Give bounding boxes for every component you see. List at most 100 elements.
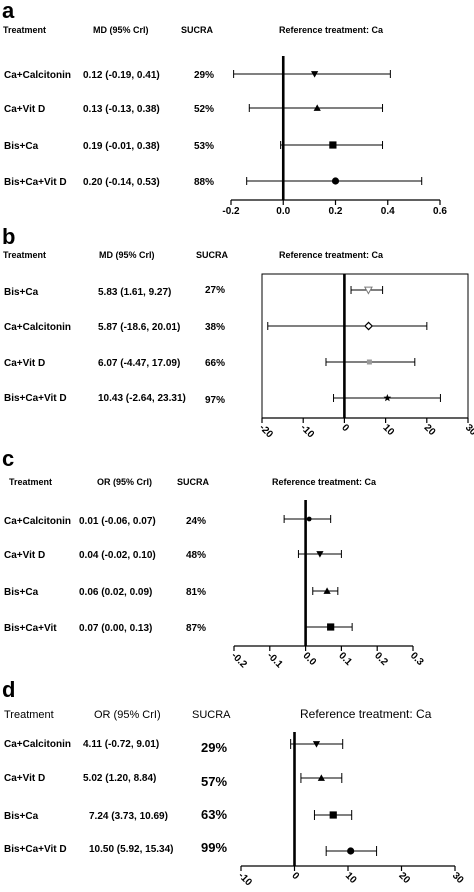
panel-c-row-4-treatment: Bis+Ca+Vit (4, 623, 57, 634)
panel-b-x-tick-label: 0 (339, 422, 351, 434)
panel-c-header-treatment: Treatment (9, 477, 52, 487)
panel-c-x-tick-label: 0.0 (300, 650, 318, 668)
panel-c-row-3-sucra: 81% (186, 587, 206, 598)
panel-a-x-tick-label: 0.6 (433, 206, 447, 217)
panel-d-header-sucra: SUCRA (192, 709, 231, 721)
panel-d-row-1-sucra: 29% (201, 740, 227, 755)
panel-a-row-3-treatment: Bis+Ca (4, 141, 39, 152)
panel-d-header-reference: Reference treatment: Ca (300, 707, 432, 721)
panel-c-x-tick-label: -0.1 (265, 650, 285, 670)
panel-b: b Treatment MD (95% CrI) SUCRA Reference… (2, 224, 474, 441)
panel-b-row-4-point-estimate (383, 394, 392, 402)
panel-a-header-sucra: SUCRA (181, 25, 214, 35)
panel-d-row-1-point-estimate (312, 741, 321, 748)
panel-c-row-2-treatment: Ca+Vit D (4, 550, 45, 561)
panel-d-header-estimate: OR (95% CrI) (94, 709, 161, 721)
panel-d-row-4-point-estimate (347, 847, 355, 855)
panel-a-row-4-sucra: 88% (194, 177, 214, 188)
panel-c-row-1-point-estimate (306, 516, 312, 522)
panel-c-row-4-estimate: 0.07 (0.00, 0.13) (79, 623, 152, 634)
panel-d-row-3-estimate: 7.24 (3.73, 10.69) (89, 811, 168, 822)
panel-b-row-3-sucra: 66% (205, 358, 225, 369)
panel-d-row-4-estimate: 10.50 (5.92, 15.34) (89, 844, 174, 855)
panel-c-x-tick-label: -0.2 (229, 650, 249, 670)
panel-c-header-sucra: SUCRA (177, 477, 210, 487)
panel-b-row-3-point-estimate (366, 359, 372, 365)
panel-d-row-1-estimate: 4.11 (-0.72, 9.01) (83, 739, 159, 750)
panel-b-header-estimate: MD (95% CrI) (99, 250, 155, 260)
panel-b-row-2-treatment: Ca+Calcitonin (4, 322, 71, 333)
panel-c-x-tick-label: 0.2 (372, 650, 390, 668)
panel-c-row-3-treatment: Bis+Ca (4, 587, 39, 598)
panel-d-x-tick-label: 10 (343, 870, 359, 886)
panel-d-x-tick-label: -10 (236, 870, 254, 888)
panel-b-row-1-sucra: 27% (205, 285, 225, 296)
panel-b-row-3-estimate: 6.07 (-4.47, 17.09) (98, 358, 180, 369)
panel-c-row-4-sucra: 87% (186, 623, 206, 634)
panel-a-row-3-point-estimate (329, 141, 337, 149)
panel-b-row-4-treatment: Bis+Ca+Vit D (4, 393, 67, 404)
panel-a-row-2-point-estimate (313, 104, 321, 111)
panel-a-row-1-point-estimate (311, 71, 319, 78)
panel-b-row-1-point-estimate (363, 286, 373, 295)
panel-c-x-tick-label: 0.3 (408, 650, 426, 668)
panel-a-x-tick-label: 0.4 (381, 206, 395, 217)
panel-b-row-4-estimate: 10.43 (-2.64, 23.31) (98, 393, 186, 404)
panel-d-x-tick-label: 0 (289, 870, 301, 882)
panel-d-row-4-treatment: Bis+Ca+Vit D (4, 844, 67, 855)
panel-a-row-1-treatment: Ca+Calcitonin (4, 70, 71, 81)
panel-d-row-2-treatment: Ca+Vit D (4, 773, 45, 784)
panel-c-x-tick-label: 0.1 (336, 650, 354, 668)
panel-c-row-4-point-estimate (327, 623, 335, 631)
panel-b-row-3-treatment: Ca+Vit D (4, 358, 45, 369)
panel-d-x-tick-label: 20 (396, 870, 412, 886)
panel-b-x-tick-label: 20 (422, 422, 438, 438)
panel-a-x-tick-label: -0.2 (222, 206, 240, 217)
panel-a-row-2-treatment: Ca+Vit D (4, 104, 45, 115)
panel-c-row-2-estimate: 0.04 (-0.02, 0.10) (79, 550, 156, 561)
panel-a-letter: a (2, 0, 15, 23)
panel-b-x-tick-label: -20 (257, 422, 275, 440)
panel-a-row-2-estimate: 0.13 (-0.13, 0.38) (83, 104, 160, 115)
panel-a-header-reference: Reference treatment: Ca (279, 25, 384, 35)
panel-a-row-3-estimate: 0.19 (-0.01, 0.38) (83, 141, 160, 152)
panel-b-header-reference: Reference treatment: Ca (279, 250, 384, 260)
panel-a-header-estimate: MD (95% CrI) (93, 25, 149, 35)
panel-d-x-tick-label: 30 (450, 870, 466, 886)
panel-b-plot-frame (261, 273, 469, 419)
panel-c-row-1-treatment: Ca+Calcitonin (4, 516, 71, 527)
panel-c-row-1-estimate: 0.01 (-0.06, 0.07) (79, 516, 156, 527)
panel-d-row-3-sucra: 63% (201, 807, 227, 822)
panel-d-header-treatment: Treatment (4, 709, 54, 721)
panel-b-row-1-estimate: 5.83 (1.61, 9.27) (98, 287, 171, 298)
panel-c-header-estimate: OR (95% CrI) (97, 477, 152, 487)
panel-b-row-2-sucra: 38% (205, 322, 225, 333)
panel-a: a Treatment MD (95% CrI) SUCRA Reference… (2, 0, 447, 217)
panel-a-x-tick-label: 0.0 (276, 206, 290, 217)
panel-d-row-3-treatment: Bis+Ca (4, 811, 39, 822)
panel-a-row-1-estimate: 0.12 (-0.19, 0.41) (83, 70, 160, 81)
panel-a-row-3-sucra: 53% (194, 141, 214, 152)
panel-a-row-4-treatment: Bis+Ca+Vit D (4, 177, 67, 188)
panel-d-row-2-point-estimate (317, 774, 325, 781)
panel-b-row-2-estimate: 5.87 (-18.6, 20.01) (98, 322, 180, 333)
panel-c-header-reference: Reference treatment: Ca (272, 477, 377, 487)
panel-a-row-4-point-estimate (331, 177, 340, 185)
panel-b-letter: b (2, 224, 15, 249)
panel-b-row-2-point-estimate (364, 321, 374, 331)
panel-a-x-tick-label: 0.2 (329, 206, 343, 217)
panel-c: c Treatment OR (95% CrI) SUCRA Reference… (2, 446, 426, 671)
panel-b-row-4-sucra: 97% (205, 395, 225, 406)
panel-b-plot: -20 -10 0 10 20 30 (257, 273, 474, 441)
panel-c-row-1-sucra: 24% (186, 516, 206, 527)
panel-a-row-2-sucra: 52% (194, 104, 214, 115)
panel-b-header-treatment: Treatment (3, 250, 46, 260)
panel-a-header-treatment: Treatment (3, 25, 46, 35)
panel-a-row-1-sucra: 29% (194, 70, 214, 81)
panel-b-header-sucra: SUCRA (196, 250, 229, 260)
panel-c-letter: c (2, 446, 14, 471)
panel-b-x-tick-label: 10 (380, 422, 396, 438)
panel-b-x-tick-label: 30 (463, 422, 474, 438)
panel-d-row-2-estimate: 5.02 (1.20, 8.84) (83, 773, 156, 784)
panel-d-letter: d (2, 677, 15, 702)
